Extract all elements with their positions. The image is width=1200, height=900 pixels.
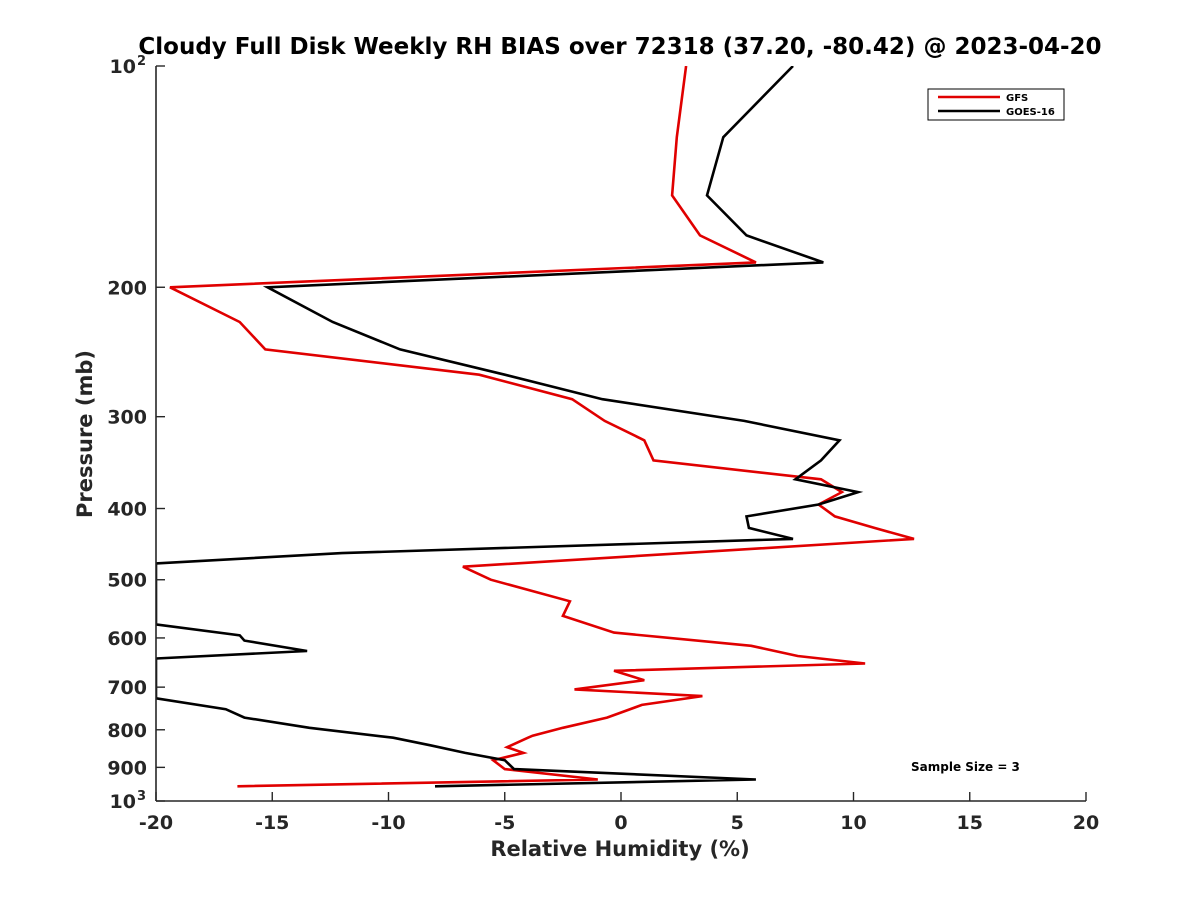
x-tick-label: 5: [731, 812, 744, 834]
chart-title: Cloudy Full Disk Weekly RH BIAS over 723…: [138, 34, 1101, 60]
x-tick-label: -20: [139, 812, 173, 834]
legend-label-goes16: GOES-16: [1006, 107, 1055, 118]
x-tick-label: 0: [614, 812, 627, 834]
y-axis-label: Pressure (mb): [73, 350, 97, 518]
sample-size-annotation: Sample Size = 3: [911, 760, 1020, 774]
series-line-gfs: [169, 66, 915, 788]
plot-area: [155, 66, 1086, 802]
y-tick-label: 10: [110, 56, 136, 78]
x-tick-label: 20: [1073, 812, 1099, 834]
y-tick-label: 300: [107, 407, 147, 429]
x-ticks: -20 -15 -10 -5 0 5 10 15 20: [139, 792, 1099, 834]
legend: GFS GOES-16: [927, 88, 1065, 121]
x-tick-label: -5: [494, 812, 515, 834]
legend-label-gfs: GFS: [1006, 93, 1028, 104]
y-tick-exponent: 2: [137, 54, 146, 69]
series-line-goes16: [156, 66, 864, 788]
x-tick-label: -15: [255, 812, 289, 834]
y-tick-label: 200: [107, 277, 147, 299]
y-tick-label: 700: [107, 677, 147, 699]
x-tick-label: -10: [371, 812, 405, 834]
y-tick-label: 500: [107, 570, 147, 592]
x-tick-label: 15: [957, 812, 983, 834]
legend-box: [927, 88, 1065, 121]
y-tick-label: 900: [107, 757, 147, 779]
y-tick-label: 400: [107, 499, 147, 521]
y-tick-exponent: 3: [137, 789, 146, 804]
y-tick-label: 600: [107, 628, 147, 650]
y-tick-label: 10: [110, 791, 136, 813]
x-tick-label: 10: [840, 812, 866, 834]
series-layer: [156, 66, 915, 788]
x-axis-label: Relative Humidity (%): [490, 837, 749, 861]
y-tick-label: 800: [107, 720, 147, 742]
